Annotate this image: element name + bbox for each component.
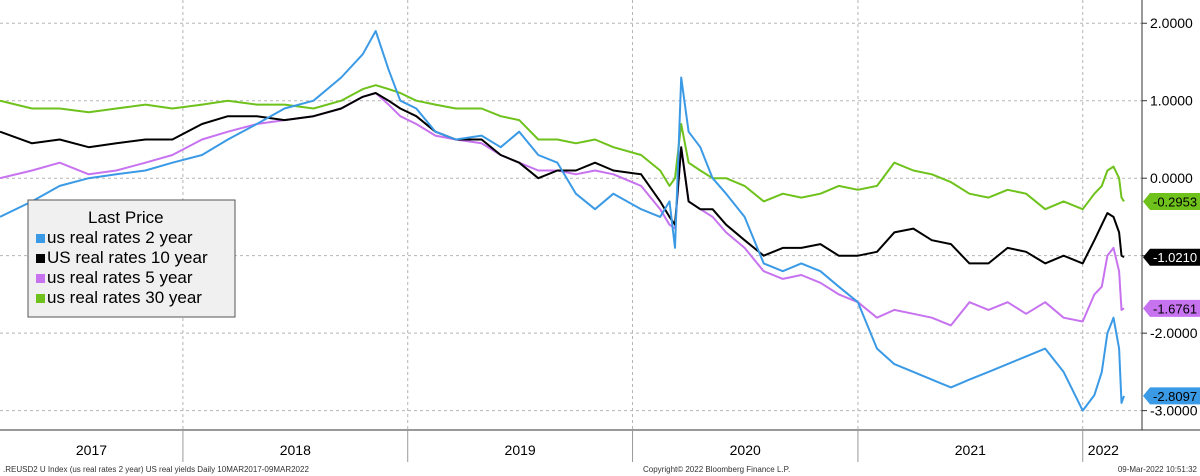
x-year-labels: 2017 2018 2019 2020 2021 2022 bbox=[76, 430, 1119, 462]
legend-entry-label: us real rates 5 year bbox=[47, 268, 193, 287]
x-year-label: 2017 bbox=[76, 442, 107, 458]
legend-title: Last Price bbox=[88, 208, 164, 227]
y-tick-label: 2.0000 bbox=[1150, 15, 1193, 31]
last-price-tags: -2.8097 -1.0210 -1.6761 -0.2953 bbox=[1143, 192, 1200, 405]
footer-timestamp: 09-Mar-2022 10:51:32 bbox=[1118, 465, 1198, 474]
x-year-label: 2021 bbox=[955, 442, 986, 458]
footer: .REUSD2 U Index (us real rates 2 year) U… bbox=[3, 465, 1198, 474]
last-price-value: -1.6761 bbox=[1153, 301, 1197, 316]
x-year-label: 2020 bbox=[730, 442, 761, 458]
y-tick-label: 0.0000 bbox=[1150, 170, 1193, 186]
footer-copyright: Copyright© 2022 Bloomberg Finance L.P. bbox=[643, 465, 790, 474]
legend-entry-label: US real rates 10 year bbox=[47, 248, 208, 267]
y-tick-label: -3.0000 bbox=[1150, 403, 1198, 419]
x-year-label: 2018 bbox=[280, 442, 311, 458]
legend-swatch bbox=[36, 294, 45, 303]
series-line bbox=[0, 30, 1125, 412]
y-tick-label: -2.0000 bbox=[1150, 325, 1198, 341]
series-lines bbox=[0, 30, 1125, 412]
x-year-label: 2022 bbox=[1088, 442, 1119, 458]
legend-swatch bbox=[36, 234, 45, 243]
last-price-value: -0.2953 bbox=[1153, 194, 1197, 209]
legend-entry-label: us real rates 2 year bbox=[47, 228, 193, 247]
last-price-value: -2.8097 bbox=[1153, 389, 1197, 404]
x-year-label: 2019 bbox=[505, 442, 536, 458]
legend-swatch bbox=[36, 274, 45, 283]
axes bbox=[0, 0, 1200, 431]
last-price-tag bbox=[1143, 387, 1200, 405]
legend-swatch bbox=[36, 254, 45, 263]
y-tick-label: 1.0000 bbox=[1150, 93, 1193, 109]
last-price-tag bbox=[1143, 299, 1200, 317]
grid bbox=[0, 0, 1142, 430]
last-price-value: -1.0210 bbox=[1153, 250, 1197, 265]
legend-entry-label: us real rates 30 year bbox=[47, 288, 202, 307]
footer-source: .REUSD2 U Index (us real rates 2 year) U… bbox=[3, 465, 309, 474]
last-price-tag bbox=[1143, 248, 1200, 266]
last-price-tag bbox=[1143, 192, 1200, 210]
legend-box bbox=[27, 199, 236, 318]
